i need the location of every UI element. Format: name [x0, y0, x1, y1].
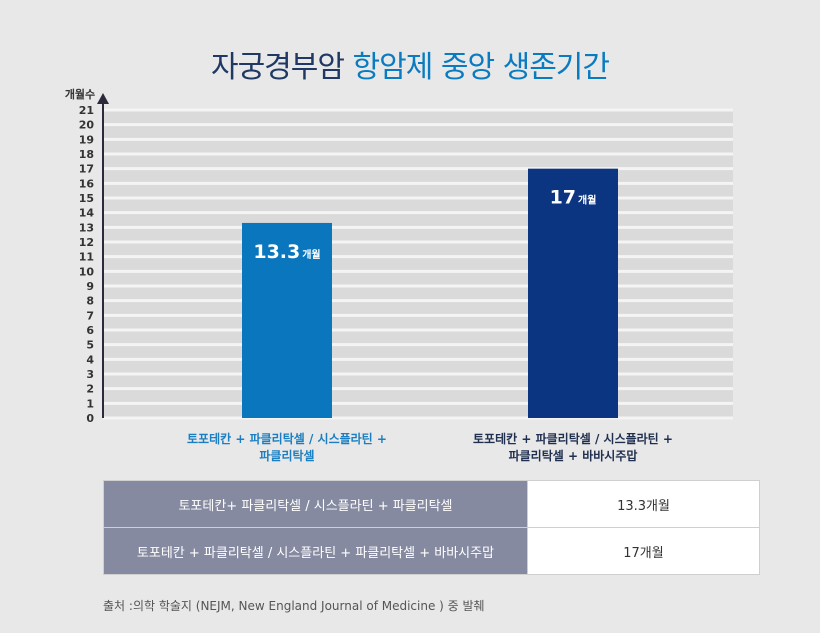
- bar-value-label: 17 개월: [550, 187, 597, 209]
- bar: [528, 168, 618, 418]
- x-category-label: 토포테칸 + 파클리탁셀 / 시스플라틴 +: [187, 431, 387, 446]
- y-tick-label: 14: [79, 207, 95, 220]
- y-tick-label: 2: [86, 383, 94, 396]
- y-tick-label: 12: [79, 236, 94, 249]
- y-tick-label: 3: [86, 368, 94, 381]
- chart-title: 자궁경부암 항암제 중앙 생존기간: [0, 42, 820, 86]
- y-tick-label: 7: [86, 309, 94, 322]
- chart-title-part1: 자궁경부암: [210, 50, 345, 85]
- summary-table: 토포테칸+ 파클리탁셀 / 시스플라틴 + 파클리탁셀 13.3개월 토포테칸 …: [103, 480, 760, 575]
- source-note: 출처 :의학 학술지 (NEJM, New England Journal of…: [103, 599, 485, 613]
- bar-value-label: 13.3 개월: [253, 241, 320, 263]
- y-tick-label: 15: [79, 192, 94, 205]
- y-tick-label: 9: [86, 280, 94, 293]
- y-tick-label: 16: [79, 177, 95, 190]
- table-cell-months: 17개월: [527, 527, 760, 575]
- bar-value-unit: 개월: [302, 248, 320, 261]
- y-axis: 개월수: [65, 87, 109, 418]
- x-category-label: 파클리탁셀 + 바바시주맙: [509, 448, 638, 463]
- bar-value-number: 17: [550, 187, 576, 209]
- x-category-label: 파클리탁셀: [259, 448, 314, 463]
- bar-value-number: 13.3: [253, 241, 300, 263]
- y-tick-label: 13: [79, 221, 94, 234]
- y-tick-label: 21: [79, 104, 94, 117]
- y-tick-label: 1: [86, 397, 94, 410]
- y-tick-label: 18: [79, 148, 94, 161]
- chart-title-part2: 항암제 중앙 생존기간: [352, 50, 610, 85]
- plot-area: [103, 110, 733, 418]
- x-category-label: 토포테칸 + 파클리탁셀 / 시스플라틴 +: [473, 431, 673, 446]
- y-tick-label: 20: [79, 119, 95, 132]
- y-tick-label: 8: [86, 295, 94, 308]
- y-tick-label: 10: [79, 265, 95, 278]
- x-category-labels: 토포테칸 + 파클리탁셀 / 시스플라틴 + 파클리탁셀 토포테칸 + 파클리탁셀 …: [187, 431, 673, 463]
- y-tick-label: 0: [86, 412, 94, 425]
- y-tick-label: 17: [79, 163, 94, 176]
- table-cell-regimen: 토포테칸+ 파클리탁셀 / 시스플라틴 + 파클리탁셀: [103, 480, 528, 528]
- y-tick-label: 4: [86, 353, 94, 366]
- y-tick-label: 5: [86, 339, 94, 352]
- grid-lines: [103, 108, 733, 420]
- table-cell-regimen: 토포테칸 + 파클리탁셀 / 시스플라틴 + 파클리탁셀 + 바바시주맙: [103, 527, 528, 575]
- table-row: 토포테칸 + 파클리탁셀 / 시스플라틴 + 파클리탁셀 + 바바시주맙 17개…: [103, 527, 760, 575]
- bar-value-unit: 개월: [578, 194, 596, 207]
- table-cell-months: 13.3개월: [527, 480, 760, 528]
- bar: [242, 222, 332, 418]
- y-tick-label: 6: [86, 324, 94, 337]
- plot-background: [103, 110, 733, 418]
- y-tick-label: 19: [79, 133, 94, 146]
- y-axis-label: 개월수: [65, 87, 95, 101]
- table-row: 토포테칸+ 파클리탁셀 / 시스플라틴 + 파클리탁셀 13.3개월: [103, 480, 760, 528]
- y-tick-label: 11: [79, 251, 94, 264]
- y-axis-arrow-icon: [97, 93, 109, 104]
